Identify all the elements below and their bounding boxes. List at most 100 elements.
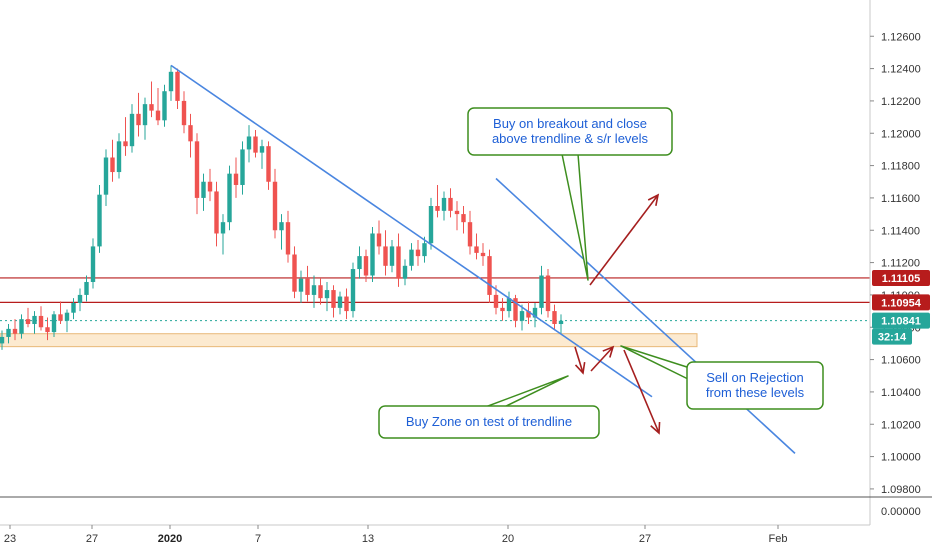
candle-body — [0, 336, 5, 344]
candle-body — [175, 71, 180, 101]
x-tick-label: 27 — [639, 533, 651, 545]
candle-body — [71, 303, 76, 313]
price-tag-3 — [872, 312, 930, 329]
candle-body — [357, 256, 362, 270]
candle-body — [188, 125, 193, 142]
candle-body — [500, 307, 505, 312]
candle-body — [402, 265, 408, 279]
x-tick-label: 2020 — [158, 533, 182, 545]
candle-body — [428, 206, 434, 244]
candle-body — [97, 194, 102, 247]
candle-body — [526, 311, 531, 318]
price-tag-1 — [872, 269, 930, 286]
candle-body — [493, 294, 499, 308]
candle-body — [214, 191, 219, 234]
candle-body — [532, 307, 538, 318]
candle-body — [233, 173, 239, 185]
candle-body — [539, 275, 544, 308]
x-tick-label: 7 — [255, 533, 261, 545]
y-tick-label: 1.12400 — [881, 64, 921, 76]
candle-body — [246, 136, 252, 150]
price-tag-2 — [872, 294, 930, 311]
candle-body — [409, 249, 414, 266]
candle-body — [142, 104, 148, 126]
candle-body — [220, 222, 226, 234]
y-tick-label: 1.11400 — [881, 225, 920, 237]
candle-body — [415, 249, 421, 257]
candle-body — [38, 315, 44, 328]
candle-body — [448, 197, 453, 211]
y-tick-label: 1.10000 — [881, 452, 921, 464]
candle-body — [311, 285, 317, 295]
candle-body — [129, 113, 135, 147]
y-tick-label: 1.09800 — [881, 484, 921, 496]
arrow-up-to-resistance-head — [602, 345, 615, 358]
candle-body — [25, 319, 31, 325]
candle-body — [545, 275, 551, 312]
lower-pane-tick-label: 0.00000 — [881, 506, 921, 518]
candle-body — [51, 314, 57, 333]
candle-body — [168, 71, 174, 92]
callout-buy-breakout-box — [467, 107, 673, 156]
y-tick-label: 1.11800 — [881, 161, 920, 173]
candle-body — [90, 246, 96, 282]
candle-body — [259, 146, 265, 153]
candle-body — [370, 233, 375, 276]
y-tick-label: 1.12600 — [881, 31, 921, 43]
candle-body — [467, 222, 473, 247]
candle-body — [110, 157, 115, 173]
candle-body — [552, 311, 557, 325]
candle-body — [32, 315, 37, 325]
candle-body — [363, 256, 369, 276]
candle-body — [149, 104, 154, 111]
candle-body — [19, 319, 24, 334]
candle-body — [116, 141, 122, 173]
candle-body — [298, 278, 304, 292]
price-tag-label-2: 1.10954 — [881, 297, 922, 309]
candle-body — [344, 296, 349, 312]
candle-body — [474, 246, 479, 253]
candle-body — [337, 296, 343, 308]
candle-body — [441, 197, 447, 211]
countdown-tag — [872, 328, 912, 345]
callout-sell-rejection-text: from these levels — [706, 385, 805, 400]
callout-sell-rejection-box — [686, 361, 824, 410]
arrow-down-to-zone-head — [574, 362, 586, 375]
candle-body — [207, 181, 213, 192]
candle-body — [181, 100, 187, 126]
price-tag-label-3: 1.10841 — [881, 316, 921, 328]
callout-buy-breakout-text: above trendline & s/r levels — [492, 131, 649, 146]
candle-body — [376, 233, 382, 247]
y-tick-label: 1.10400 — [881, 387, 921, 399]
callout-sell-rejection-text: Sell on Rejection — [706, 370, 804, 385]
candle-body — [103, 157, 109, 195]
candle-body — [389, 246, 395, 266]
countdown-label: 32:14 — [878, 332, 907, 344]
y-tick-label: 1.10200 — [881, 419, 921, 431]
candle-body — [461, 214, 466, 223]
y-tick-label: 1.11600 — [881, 193, 920, 205]
candle-body — [227, 173, 232, 223]
candle-body — [350, 269, 356, 312]
candle-body — [266, 146, 271, 182]
candle-body — [487, 256, 492, 295]
candle-body — [123, 141, 128, 147]
candle-body — [318, 285, 323, 299]
candle-body — [201, 181, 206, 198]
candle-body — [45, 327, 50, 333]
candle-body — [331, 290, 336, 308]
arrow-down-rejection — [623, 349, 660, 434]
candle-body — [84, 281, 89, 295]
arrow-down-to-zone — [574, 346, 584, 374]
candle-body — [58, 314, 63, 321]
candle-body — [396, 246, 401, 279]
price-tag-label-1: 1.11105 — [882, 273, 921, 285]
candle-body — [292, 254, 297, 292]
arrow-up-breakout-head — [647, 193, 660, 206]
candle-body — [6, 328, 11, 337]
x-tick-label: 13 — [362, 533, 374, 545]
candle-body — [506, 298, 512, 312]
candle-body — [454, 210, 460, 215]
candle-body — [305, 278, 310, 295]
